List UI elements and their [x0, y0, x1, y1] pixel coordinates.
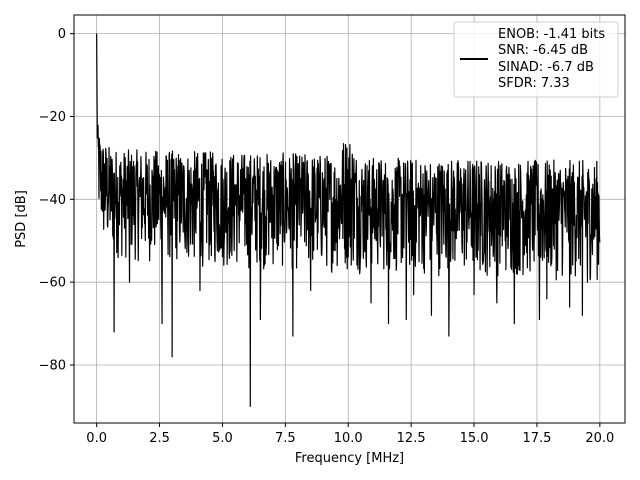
- x-tick-label: 15.0: [460, 431, 489, 446]
- legend-entry-sfdr: SFDR: 7.33: [498, 76, 570, 91]
- legend-entry-sinad: SINAD: -6.7 dB: [498, 60, 594, 75]
- x-tick-label: 0.0: [86, 431, 107, 446]
- y-tick-label: −40: [39, 193, 66, 208]
- x-tick-label: 12.5: [397, 431, 426, 446]
- x-axis-label: Frequency [MHz]: [295, 451, 404, 466]
- y-tick-label: 0: [58, 27, 66, 42]
- x-tick-label: 20.0: [585, 431, 614, 446]
- x-tick-label: 17.5: [522, 431, 551, 446]
- x-axis: 0.0 2.5 5.0 7.5 10.0 12.5 15.0 17.5 20.0: [86, 423, 614, 446]
- y-tick-label: −60: [39, 276, 66, 291]
- y-axis: 0 −20 −40 −60 −80: [39, 27, 74, 374]
- y-tick-label: −20: [39, 110, 66, 125]
- y-tick-label: −80: [39, 359, 66, 374]
- plot-frame: [73, 14, 626, 424]
- y-axis-label: PSD [dB]: [14, 190, 29, 248]
- x-tick-label: 5.0: [212, 431, 233, 446]
- legend-entry-snr: SNR: -6.45 dB: [498, 43, 588, 58]
- psd-trace: [96, 33, 601, 408]
- legend: ENOB: -1.41 bits SNR: -6.45 dB SINAD: -6…: [453, 21, 619, 98]
- x-tick-label: 2.5: [149, 431, 170, 446]
- legend-box: [453, 21, 619, 98]
- x-tick-label: 10.0: [334, 431, 363, 446]
- legend-entry-enob: ENOB: -1.41 bits: [498, 27, 605, 42]
- series-layer: [96, 33, 601, 408]
- x-tick-label: 7.5: [275, 431, 296, 446]
